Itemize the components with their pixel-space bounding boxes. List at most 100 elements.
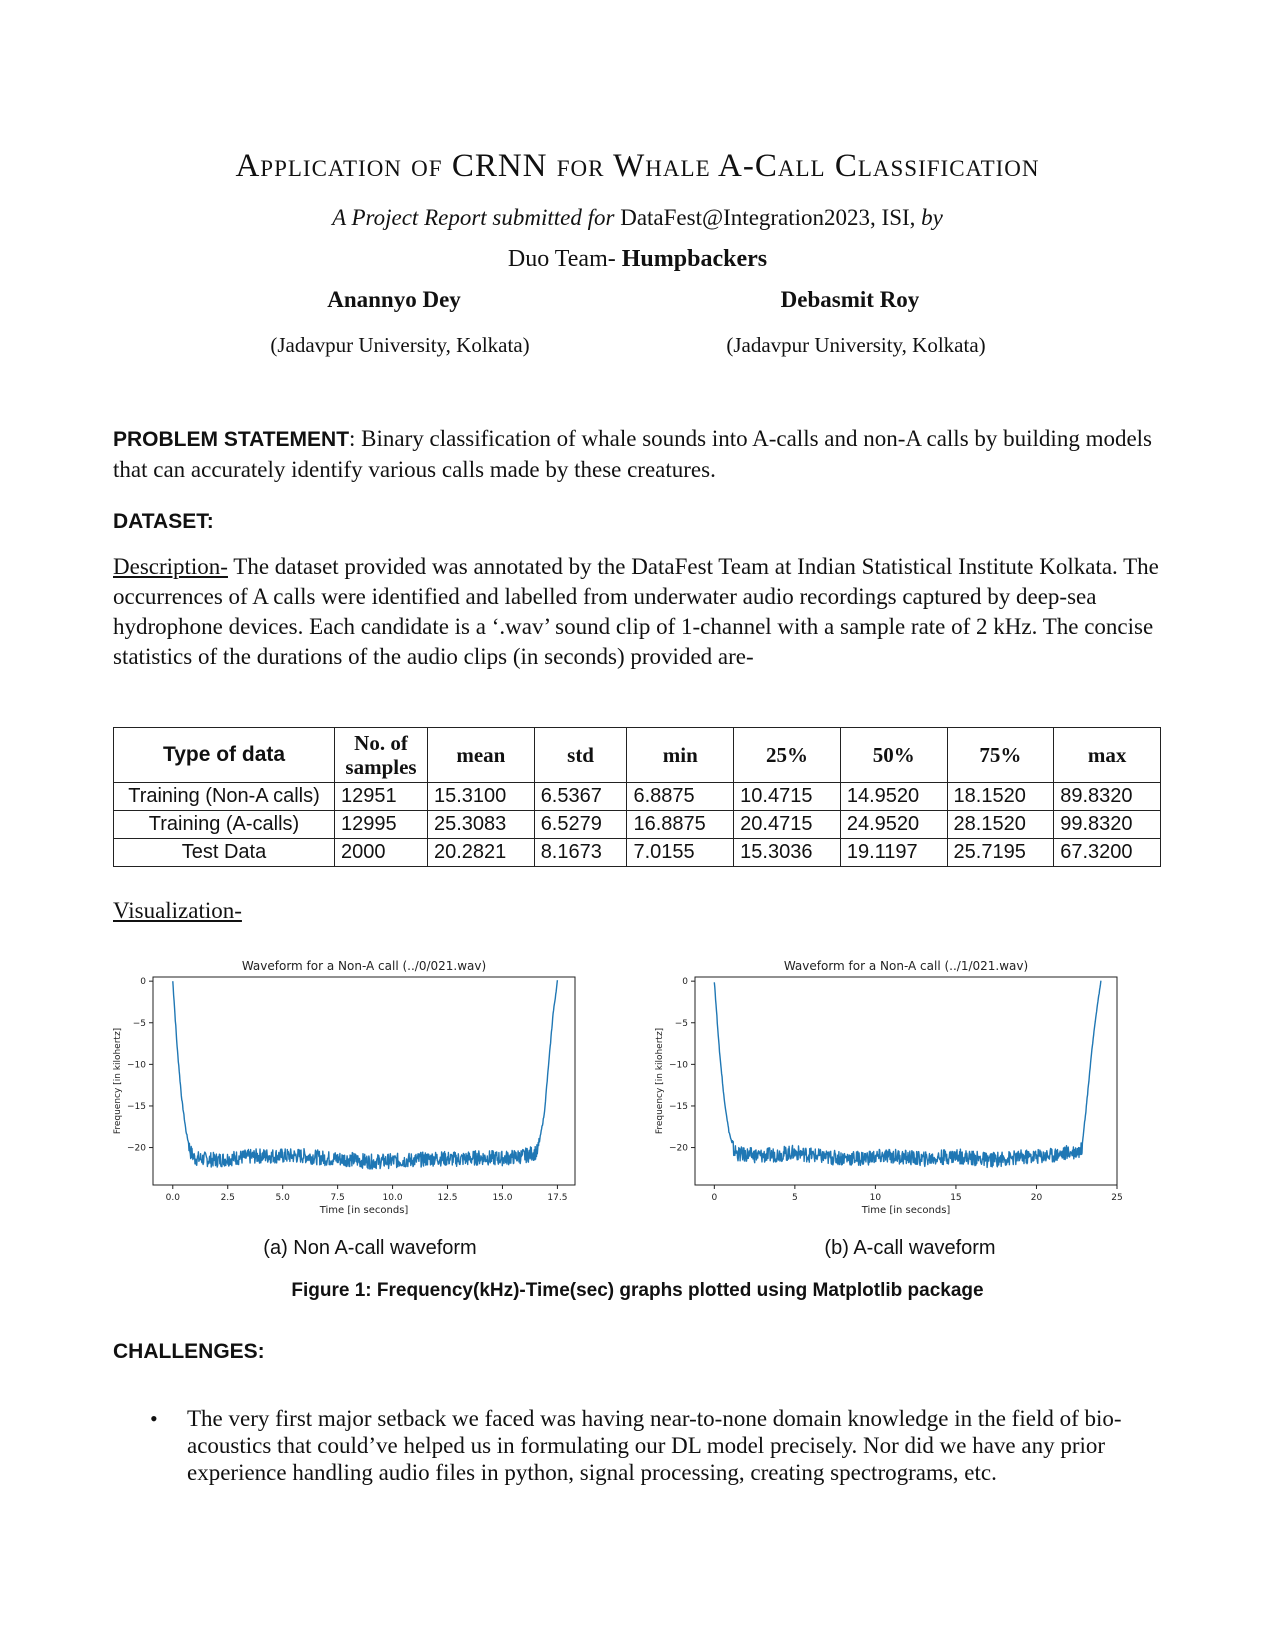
table-header: 75% bbox=[946, 727, 1055, 783]
x-tick-label: 5 bbox=[792, 1193, 798, 1203]
table-cell: 7.0155 bbox=[626, 838, 735, 867]
team-name: Humpbackers bbox=[621, 246, 768, 272]
waveform-series-line bbox=[713, 980, 1102, 1169]
table-cell: 12995 bbox=[334, 810, 428, 839]
x-tick-label: 15 bbox=[950, 1193, 961, 1203]
x-tick-label: 10 bbox=[870, 1193, 882, 1203]
table-cell: Training (Non-A calls) bbox=[113, 782, 335, 811]
figure-caption: Figure 1: Frequency(kHz)-Time(sec) graph… bbox=[291, 1280, 984, 1301]
bullet-icon: • bbox=[150, 1406, 158, 1431]
table-cell: 15.3100 bbox=[427, 782, 535, 811]
challenges-list: • The very first major setback we faced … bbox=[150, 1405, 1170, 1486]
table-cell: Test Data bbox=[113, 838, 335, 867]
x-tick-label: 12.5 bbox=[437, 1193, 457, 1203]
y-axis-label: Frequency [in kilohertz] bbox=[113, 1028, 123, 1134]
table-header: mean bbox=[427, 727, 535, 783]
subtitle-event: DataFest@Integration2023, ISI, bbox=[620, 205, 916, 230]
team-line: Duo Team- Humpbackers bbox=[0, 246, 1275, 273]
table-cell: 6.5367 bbox=[533, 782, 628, 811]
table-cell: 19.1197 bbox=[839, 838, 948, 867]
subfigure-caption-a: (a) Non A-call waveform bbox=[263, 1237, 477, 1259]
table-cell: 24.9520 bbox=[839, 810, 948, 839]
table-cell: Training (A-calls) bbox=[113, 810, 335, 839]
challenges-heading: CHALLENGES: bbox=[113, 1340, 265, 1363]
problem-text: : Binary classification of whale sounds … bbox=[113, 426, 1153, 482]
problem-statement: PROBLEM STATEMENT: Binary classification… bbox=[113, 424, 1163, 485]
table-cell: 67.3200 bbox=[1053, 838, 1161, 867]
table-header-row: Type of data No. of samples mean std min… bbox=[113, 727, 1161, 783]
y-axis-label: Frequency [in kilohertz] bbox=[655, 1028, 665, 1134]
y-tick-label: −5 bbox=[133, 1019, 146, 1029]
x-tick-label: 7.5 bbox=[330, 1193, 344, 1203]
table-row: Training (Non-A calls) 12951 15.3100 6.5… bbox=[113, 782, 1161, 811]
x-tick-label: 15.0 bbox=[492, 1193, 512, 1203]
x-tick-label: 2.5 bbox=[221, 1193, 235, 1203]
x-tick-label: 10.0 bbox=[383, 1193, 403, 1203]
table-cell: 2000 bbox=[334, 838, 428, 867]
y-tick-label: −20 bbox=[669, 1144, 688, 1154]
visualization-label-text: Visualization- bbox=[113, 898, 242, 923]
table-header: Type of data bbox=[113, 727, 335, 783]
y-tick-label: −10 bbox=[127, 1060, 146, 1070]
plot-frame bbox=[152, 976, 576, 1186]
table-header: min bbox=[626, 727, 735, 783]
table-cell: 6.8875 bbox=[626, 782, 735, 811]
figure-panel-a: Waveform for a Non-A call (../0/021.wav)… bbox=[110, 955, 620, 1235]
team-prefix: Duo Team- bbox=[507, 246, 616, 272]
author-name: Anannyo Dey bbox=[327, 287, 461, 312]
x-axis-label: Time [in seconds] bbox=[319, 1205, 409, 1216]
visualization-label: Visualization- bbox=[113, 898, 242, 924]
table-row: Test Data 2000 20.2821 8.1673 7.0155 15.… bbox=[113, 838, 1161, 867]
figure-panel-b: Waveform for a Non-A call (../1/021.wav)… bbox=[652, 955, 1162, 1235]
table-cell: 12951 bbox=[334, 782, 428, 811]
table-cell: 25.7195 bbox=[946, 838, 1055, 867]
table-cell: 20.2821 bbox=[427, 838, 535, 867]
x-tick-label: 17.5 bbox=[547, 1193, 567, 1203]
table-header: std bbox=[533, 727, 628, 783]
table-header: 25% bbox=[733, 727, 841, 783]
x-tick-label: 25 bbox=[1111, 1193, 1122, 1203]
x-tick-label: 0 bbox=[711, 1193, 717, 1203]
y-tick-label: 0 bbox=[140, 977, 146, 987]
duration-stats-table: Type of data No. of samples mean std min… bbox=[113, 727, 1161, 867]
y-tick-label: −15 bbox=[669, 1102, 688, 1112]
table-header: No. of samples bbox=[334, 727, 428, 783]
waveform-chart-a: Waveform for a Non-A call (../0/021.wav)… bbox=[113, 959, 576, 1216]
author-affiliation: (Jadavpur University, Kolkata) bbox=[270, 333, 530, 357]
y-tick-label: −15 bbox=[127, 1102, 146, 1112]
plot-frame bbox=[694, 976, 1118, 1186]
author-affiliation: (Jadavpur University, Kolkata) bbox=[726, 333, 986, 357]
list-item: • The very first major setback we faced … bbox=[150, 1405, 1170, 1486]
table-cell: 16.8875 bbox=[626, 810, 735, 839]
table-cell: 25.3083 bbox=[427, 810, 535, 839]
table-header: max bbox=[1053, 727, 1161, 783]
description-text: The dataset provided was annotated by th… bbox=[113, 554, 1159, 669]
subfigure-caption-b: (b) A-call waveform bbox=[824, 1237, 996, 1259]
y-tick-label: 0 bbox=[682, 977, 688, 987]
x-tick-label: 20 bbox=[1031, 1193, 1043, 1203]
table-cell: 14.9520 bbox=[839, 782, 948, 811]
table-cell: 28.1520 bbox=[946, 810, 1055, 839]
chart-title: Waveform for a Non-A call (../0/021.wav) bbox=[242, 959, 486, 973]
table-cell: 99.8320 bbox=[1053, 810, 1161, 839]
dataset-heading: DATASET: bbox=[113, 510, 214, 533]
table-cell: 10.4715 bbox=[733, 782, 841, 811]
paper-subtitle: A Project Report submitted for DataFest@… bbox=[0, 205, 1275, 231]
x-tick-label: 0.0 bbox=[166, 1193, 181, 1203]
subtitle-by: by bbox=[921, 205, 943, 230]
table-cell: 15.3036 bbox=[733, 838, 841, 867]
subtitle-italic: A Project Report submitted for bbox=[332, 205, 615, 230]
table-cell: 89.8320 bbox=[1053, 782, 1161, 811]
description-label: Description- bbox=[113, 554, 228, 579]
table-row: Training (A-calls) 12995 25.3083 6.5279 … bbox=[113, 810, 1161, 839]
problem-heading: PROBLEM STATEMENT bbox=[113, 428, 350, 451]
y-tick-label: −10 bbox=[669, 1060, 688, 1070]
table-header: 50% bbox=[839, 727, 948, 783]
table-cell: 6.5279 bbox=[533, 810, 628, 839]
list-item-text: The very first major setback we faced wa… bbox=[187, 1406, 1122, 1485]
table-cell: 8.1673 bbox=[533, 838, 628, 867]
waveform-chart-b: Waveform for a Non-A call (../1/021.wav)… bbox=[655, 959, 1123, 1216]
dataset-description: Description- The dataset provided was an… bbox=[113, 552, 1163, 672]
author-name: Debasmit Roy bbox=[780, 287, 920, 312]
table-cell: 20.4715 bbox=[733, 810, 841, 839]
